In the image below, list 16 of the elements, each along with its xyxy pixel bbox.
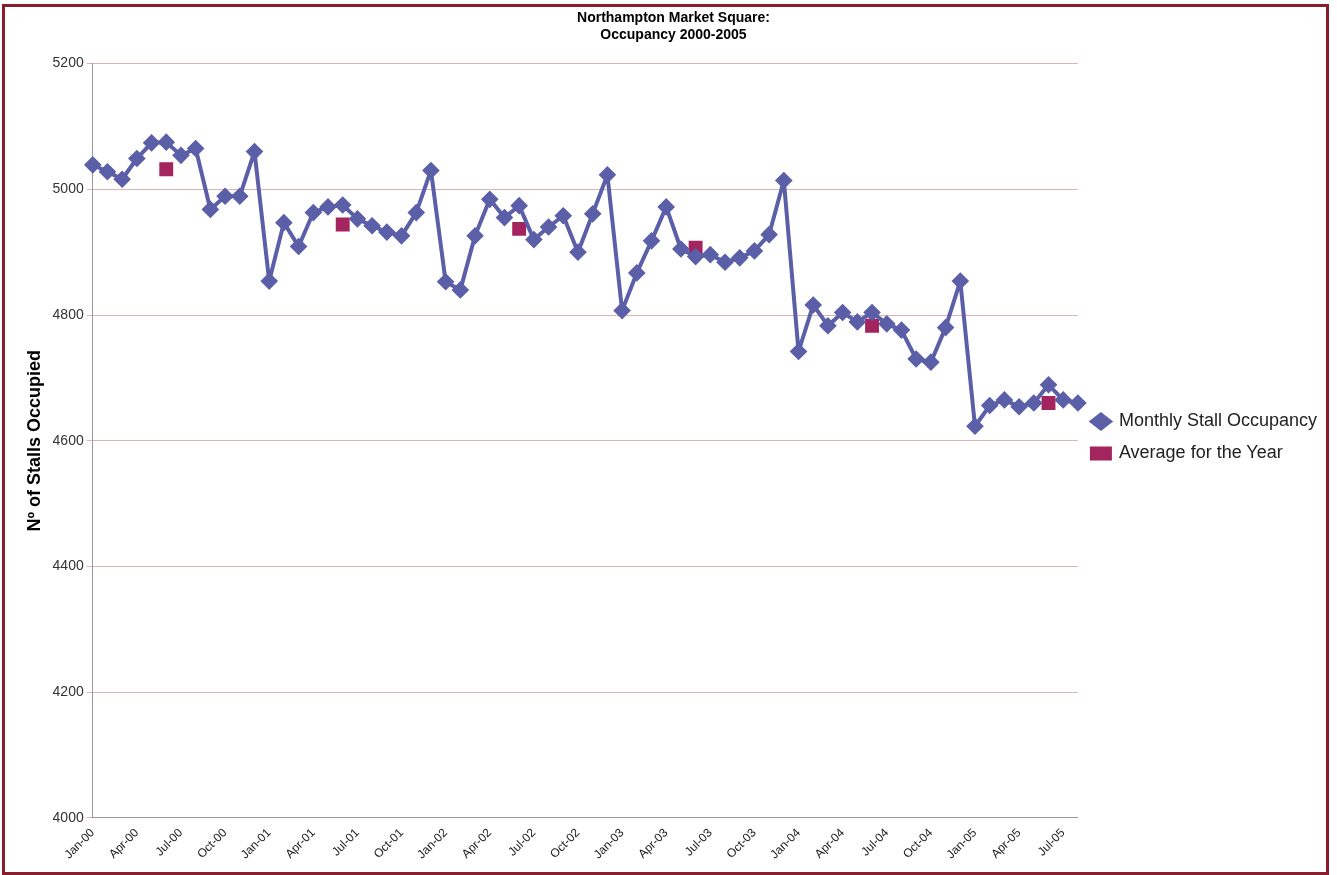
y-axis-title: Nº of Stalls Occupied [23, 349, 44, 532]
point [335, 217, 350, 232]
point [1041, 396, 1056, 410]
y-tick-label: 5000 [52, 180, 84, 197]
y-tick-label: 4600 [52, 431, 84, 448]
y-tick-label: 4800 [52, 305, 84, 322]
legend-label: Average for the Year [1118, 442, 1283, 463]
point [865, 318, 880, 333]
legend-label: Monthly Stall Occupancy [1118, 410, 1318, 431]
point [512, 221, 527, 236]
y-tick-label: 5200 [52, 54, 84, 71]
y-tick-label: 4000 [52, 808, 84, 825]
y-tick-label: 4200 [52, 683, 84, 700]
chart-title: Northampton Market Square: Occupancy 2000-2005 [577, 9, 770, 43]
y-tick-label: 4400 [52, 557, 84, 574]
point [159, 162, 174, 177]
